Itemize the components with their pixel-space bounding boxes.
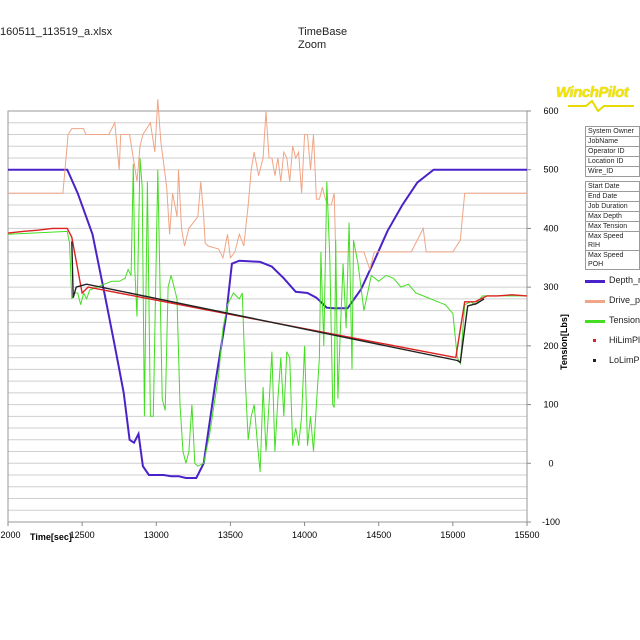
- info-label: Max Tension: [585, 221, 640, 232]
- x-tick-label: 12500: [70, 530, 95, 540]
- legend-swatch: [585, 280, 605, 283]
- info-label: Operator ID: [585, 146, 640, 157]
- info-row: System Owner: [585, 126, 640, 137]
- job-info-table: System Owner JobName Operator ID Location I…: [585, 126, 640, 270]
- info-row: Max Tension: [585, 221, 640, 232]
- legend-swatch: [585, 300, 605, 303]
- legend-label: HiLimPlo: [609, 335, 640, 345]
- info-label: Wire_ID: [585, 166, 640, 177]
- info-row: Location ID: [585, 156, 640, 167]
- grid-lines: [8, 110, 527, 523]
- info-row: Max Speed RIH: [585, 231, 640, 251]
- info-row: Max Depth: [585, 211, 640, 222]
- series-line-depth-m: [8, 168, 527, 479]
- x-axis-label: Time[sec]: [30, 532, 72, 542]
- series-line-drive-p: [8, 99, 527, 272]
- timebase-label: TimeBase: [298, 26, 348, 38]
- y-tick-label: 0: [548, 458, 553, 468]
- x-tick-label: 12000: [0, 530, 21, 540]
- zoom-label: Zoom: [298, 39, 327, 51]
- x-tick-label: 14000: [292, 530, 317, 540]
- x-tick-label: 14500: [366, 530, 391, 540]
- y-tick-label: 200: [543, 341, 558, 351]
- y-axis-label: Tension[Lbs]: [559, 314, 569, 370]
- info-label: Start Date: [585, 181, 640, 192]
- info-row: Operator ID: [585, 146, 640, 157]
- brand-logo: WinchPilot: [556, 84, 629, 101]
- x-tick-label: 15000: [440, 530, 465, 540]
- info-label: End Date: [585, 191, 640, 202]
- info-label: Max Speed RIH: [585, 231, 640, 251]
- y-tick-label: -100: [542, 517, 560, 527]
- info-label: Max Speed POH: [585, 250, 640, 270]
- info-row: Start Date: [585, 181, 640, 192]
- series-line-hilimplo: [7, 227, 528, 359]
- info-label: Job Duration: [585, 201, 640, 212]
- legend-label: Tension_: [609, 315, 640, 325]
- y-tick-label: 300: [543, 282, 558, 292]
- series-lines: [7, 99, 528, 479]
- info-label: JobName: [585, 136, 640, 147]
- info-label: Location ID: [585, 156, 640, 167]
- x-tick-label: 13000: [144, 530, 169, 540]
- y-tick-label: 100: [543, 400, 558, 410]
- legend-label: LoLimPlo: [609, 355, 640, 365]
- y-axis-ticks: -100 0 100 200 300 400 500 600: [527, 106, 560, 527]
- legend-swatch: [593, 359, 596, 362]
- x-tick-label: 13500: [218, 530, 243, 540]
- y-tick-label: 600: [543, 106, 558, 116]
- info-row: Job Duration: [585, 201, 640, 212]
- y-tick-label: 400: [543, 223, 558, 233]
- y-tick-label: 500: [543, 165, 558, 175]
- x-tick-label: 15500: [514, 530, 539, 540]
- info-row: End Date: [585, 191, 640, 202]
- info-label: System Owner: [585, 126, 640, 137]
- plot-frame: [7, 110, 528, 523]
- legend-swatch: [585, 320, 605, 323]
- x-axis-ticks: 12000 12500 13000 13500 14000 14500 15000 15500: [0, 522, 540, 540]
- info-row: Wire_ID: [585, 166, 640, 177]
- series-line-lolimplo: [71, 241, 485, 364]
- legend-label: Depth_m: [609, 275, 640, 285]
- file-title: 160511_113519_a.xlsx: [0, 26, 113, 38]
- info-row: Max Speed POH: [585, 250, 640, 270]
- legend-label: Drive_p: [609, 295, 640, 305]
- series-line-tension-: [7, 157, 527, 473]
- info-label: Max Depth: [585, 211, 640, 222]
- info-row: JobName: [585, 136, 640, 147]
- logo-swoosh-icon: [568, 100, 634, 112]
- legend-swatch: [593, 339, 596, 342]
